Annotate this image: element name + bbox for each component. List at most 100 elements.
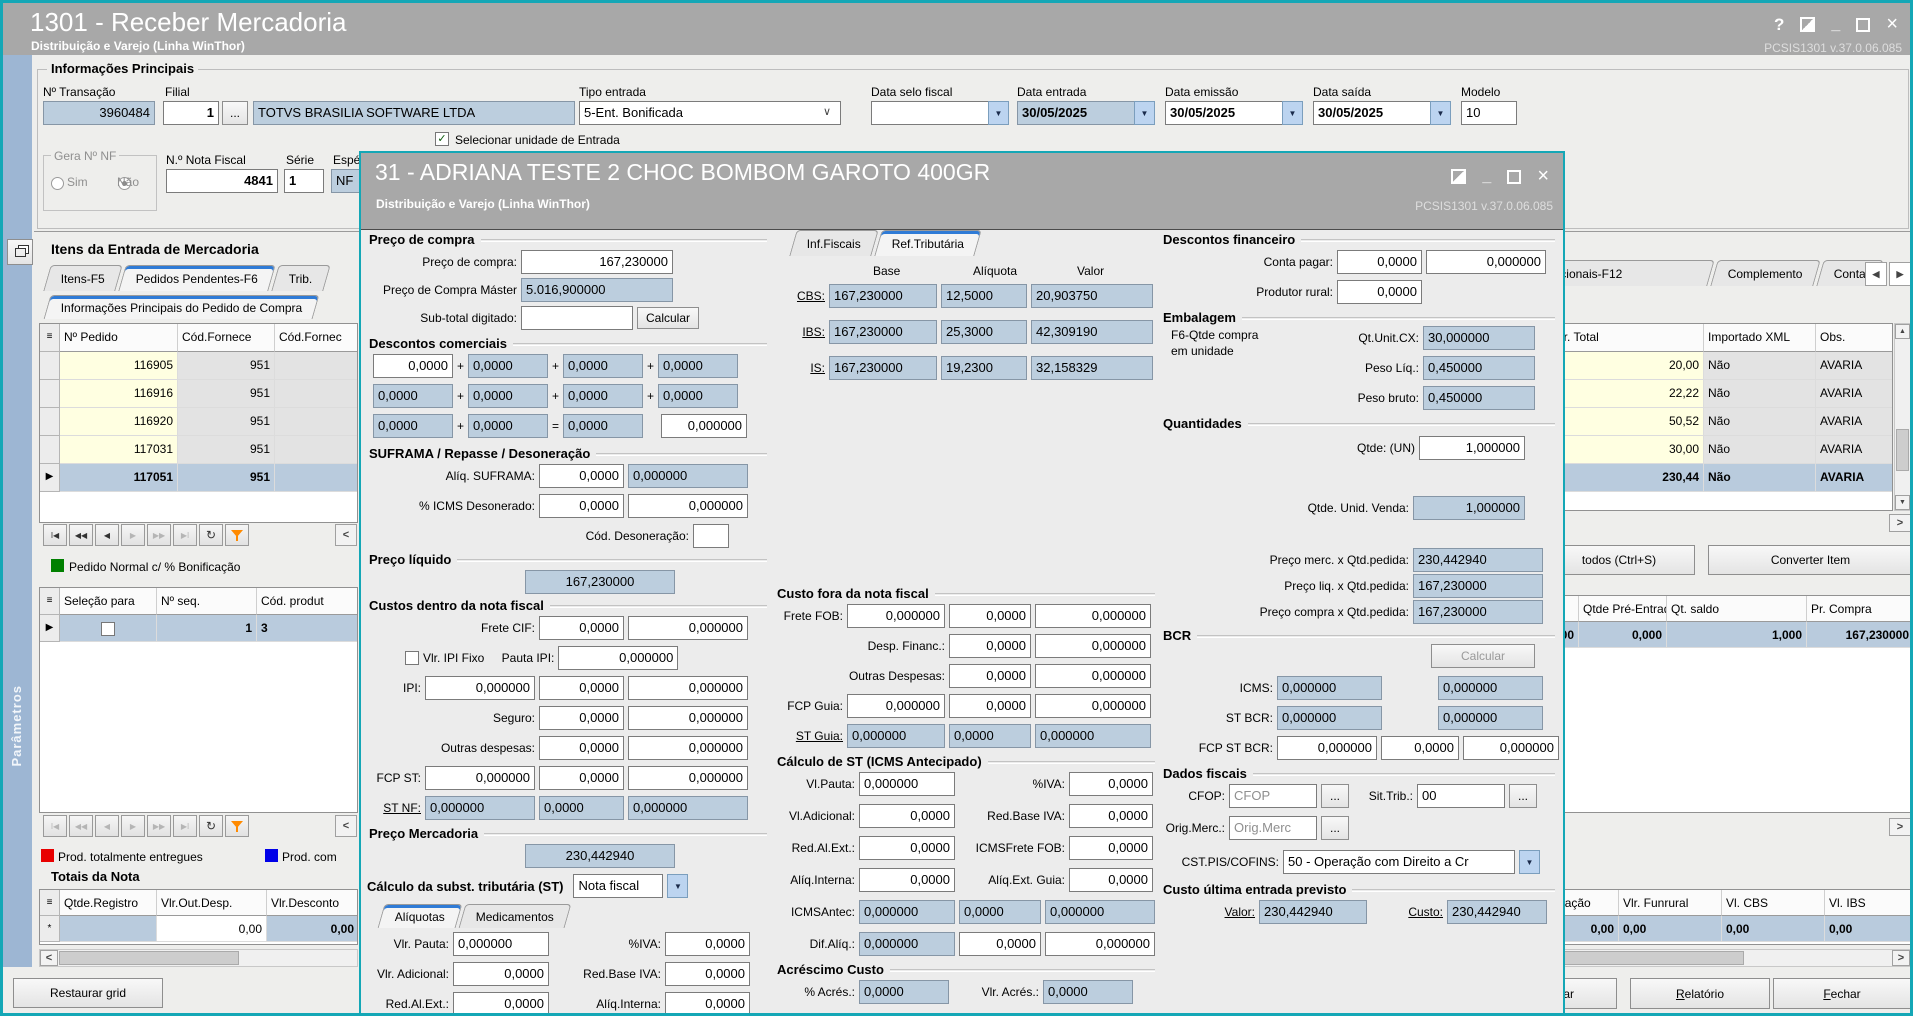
seguro-field[interactable]: 0,0000 xyxy=(539,706,624,730)
col-header[interactable]: Qtde Pré-Entrada xyxy=(1579,596,1667,622)
red-base-iva-field[interactable]: 0,0000 xyxy=(665,962,750,986)
cell-xml[interactable]: Não xyxy=(1704,352,1816,380)
nav-prev-button[interactable]: ◀ xyxy=(95,815,119,837)
col-header[interactable]: Importado XML xyxy=(1704,324,1816,352)
cell-pedido[interactable]: 116920 xyxy=(60,408,178,436)
tab-complemento[interactable]: Complemento xyxy=(1710,260,1821,286)
hscroll-left-button[interactable]: < xyxy=(335,815,357,837)
theme-toggle-icon[interactable] xyxy=(1800,17,1816,32)
custo-valor-label[interactable]: Valor: xyxy=(1224,905,1255,919)
row-selector-current[interactable]: ▶ xyxy=(40,464,60,492)
bcr-calcular-button[interactable]: Calcular xyxy=(1431,644,1535,668)
cascade-button[interactable] xyxy=(7,239,33,265)
row-selector-current[interactable]: ▶ xyxy=(40,615,60,642)
row-checkbox[interactable] xyxy=(101,621,115,636)
frete-fob-pct[interactable]: 0,0000 xyxy=(949,604,1031,628)
col-header[interactable]: Obs. xyxy=(1816,324,1892,352)
tipo-entrada-chevron-icon[interactable]: ∨ xyxy=(823,106,832,118)
custo-custo-label[interactable]: Custo: xyxy=(1408,905,1443,919)
aliq-ext-guia-field[interactable]: 0,0000 xyxy=(1069,868,1153,892)
cell-obs[interactable]: AVARIA xyxy=(1816,464,1892,492)
cell-xml[interactable]: Não xyxy=(1704,380,1816,408)
cell-total[interactable]: 50,52 xyxy=(1549,408,1704,436)
tab-itens-f5[interactable]: Itens-F5 xyxy=(43,265,123,291)
col-header[interactable]: Qtde.Registro xyxy=(60,890,157,916)
col-header[interactable]: Vlr.Out.Desp. xyxy=(157,890,267,916)
icms-desonerado-valor[interactable]: 0,000000 xyxy=(628,494,748,518)
cst-pis-cofins-combo[interactable]: 50 - Operação com Direito a Cr xyxy=(1283,850,1515,874)
cell-empty[interactable] xyxy=(275,436,357,464)
orig-merc-field[interactable]: Orig.Merc xyxy=(1229,816,1317,840)
close-icon[interactable]: × xyxy=(1886,13,1898,35)
conta-pagar-field[interactable]: 0,0000 xyxy=(1337,250,1422,274)
nav-refresh-button[interactable]: ↻ xyxy=(199,815,223,837)
red-al-ext-ant-field[interactable]: 0,0000 xyxy=(859,836,955,860)
cell-total[interactable]: 22,22 xyxy=(1549,380,1704,408)
filial-field[interactable]: 1 xyxy=(163,101,219,125)
fcp-guia-valor[interactable]: 0,000000 xyxy=(1035,694,1151,718)
desc-com-field[interactable]: 0,0000 xyxy=(373,354,453,378)
cell-obs[interactable]: AVARIA xyxy=(1816,436,1892,464)
col-header[interactable]: Qt. saldo xyxy=(1667,596,1807,622)
row-selector-new[interactable]: * xyxy=(40,916,60,942)
row-selector[interactable] xyxy=(40,380,60,408)
cell-empty[interactable] xyxy=(275,464,357,492)
cell-funrural[interactable]: 0,00 xyxy=(1619,916,1722,942)
data-entrada-field[interactable]: 30/05/2025 xyxy=(1017,101,1135,125)
frete-fob-valor[interactable]: 0,000000 xyxy=(1035,604,1151,628)
ipi-fixo-checkbox[interactable] xyxy=(405,651,419,665)
tab-medicamentos[interactable]: Medicamentos xyxy=(458,904,572,928)
tab-pedidos-pendentes-f6[interactable]: Pedidos Pendentes-F6 xyxy=(118,265,276,291)
col-header[interactable]: Vlr.Desconto xyxy=(267,890,357,916)
cell-pedido[interactable]: 117051 xyxy=(60,464,178,492)
col-header[interactable]: Cód. produt xyxy=(257,588,357,615)
nav-next-button[interactable]: ▶ xyxy=(121,524,145,546)
nota-fiscal-field[interactable]: 4841 xyxy=(166,169,278,193)
relatorio-button[interactable]: Relatório xyxy=(1630,978,1770,1009)
cell-pre-entrada[interactable]: 0,000 xyxy=(1579,622,1667,648)
cell-xml[interactable]: Não xyxy=(1704,436,1816,464)
nav-filter-button[interactable] xyxy=(225,524,249,546)
produtor-rural-field[interactable]: 0,0000 xyxy=(1337,280,1422,304)
cell-saldo[interactable]: 1,000 xyxy=(1667,622,1807,648)
cell-out-desp[interactable]: 0,00 xyxy=(157,916,267,942)
cell-desconto[interactable]: 0,00 xyxy=(267,916,357,942)
subtab-informacoes[interactable]: Informações Principais do Pedido de Comp… xyxy=(43,295,320,319)
row-selector[interactable] xyxy=(40,436,60,464)
tab-scroll-right-button[interactable]: ▶ xyxy=(1889,262,1910,286)
tab-inf-fiscais[interactable]: Inf.Fiscais xyxy=(789,230,879,256)
nav-last-button[interactable]: ▶I xyxy=(173,524,197,546)
cell-total[interactable]: 20,00 xyxy=(1549,352,1704,380)
fcp-st-pct[interactable]: 0,0000 xyxy=(539,766,624,790)
iva-ant-field[interactable]: 0,0000 xyxy=(1069,772,1153,796)
cell-checkbox[interactable] xyxy=(60,615,157,642)
frete-cif-field[interactable]: 0,0000 xyxy=(539,616,624,640)
cell-fornec[interactable]: 951 xyxy=(178,352,275,380)
hscroll-thumb[interactable] xyxy=(59,951,239,965)
vlr-adicional-field[interactable]: 0,0000 xyxy=(453,962,549,986)
parametros-tab[interactable]: Parâmetros xyxy=(9,685,24,767)
icms-frete-fob-field[interactable]: 0,0000 xyxy=(1069,836,1153,860)
nav-first-button[interactable]: I◀ xyxy=(43,815,67,837)
cfop-field[interactable]: CFOP xyxy=(1229,784,1317,808)
pauta-ipi-field[interactable]: 0,000000 xyxy=(558,646,679,670)
seguro-valor[interactable]: 0,000000 xyxy=(628,706,748,730)
fcp-guia-pct[interactable]: 0,0000 xyxy=(949,694,1031,718)
cell-empty[interactable] xyxy=(275,352,357,380)
col-header[interactable]: Cód.Fornece xyxy=(178,324,275,352)
nav-last-button[interactable]: ▶I xyxy=(173,815,197,837)
grid-vscrollbar[interactable]: ▲ ▼ xyxy=(1894,323,1910,511)
totais-hscrollbar[interactable]: < xyxy=(39,949,358,967)
vlr-pauta-field[interactable]: 0,000000 xyxy=(453,932,549,956)
nav-next-button[interactable]: ▶ xyxy=(121,815,145,837)
filial-browse-button[interactable]: ... xyxy=(222,101,248,125)
col-header[interactable]: Seleção para xyxy=(60,588,157,615)
hscroll-right-button[interactable]: > xyxy=(1892,950,1910,966)
serie-field[interactable]: 1 xyxy=(284,169,324,193)
cell-fornec[interactable]: 951 xyxy=(178,436,275,464)
cell-fornec[interactable]: 951 xyxy=(178,380,275,408)
vscroll-thumb[interactable] xyxy=(1896,429,1909,471)
nav-next-page-button[interactable]: ▶▶ xyxy=(147,524,171,546)
frete-fob-field[interactable]: 0,000000 xyxy=(847,604,945,628)
help-icon[interactable]: ? xyxy=(1774,14,1785,34)
